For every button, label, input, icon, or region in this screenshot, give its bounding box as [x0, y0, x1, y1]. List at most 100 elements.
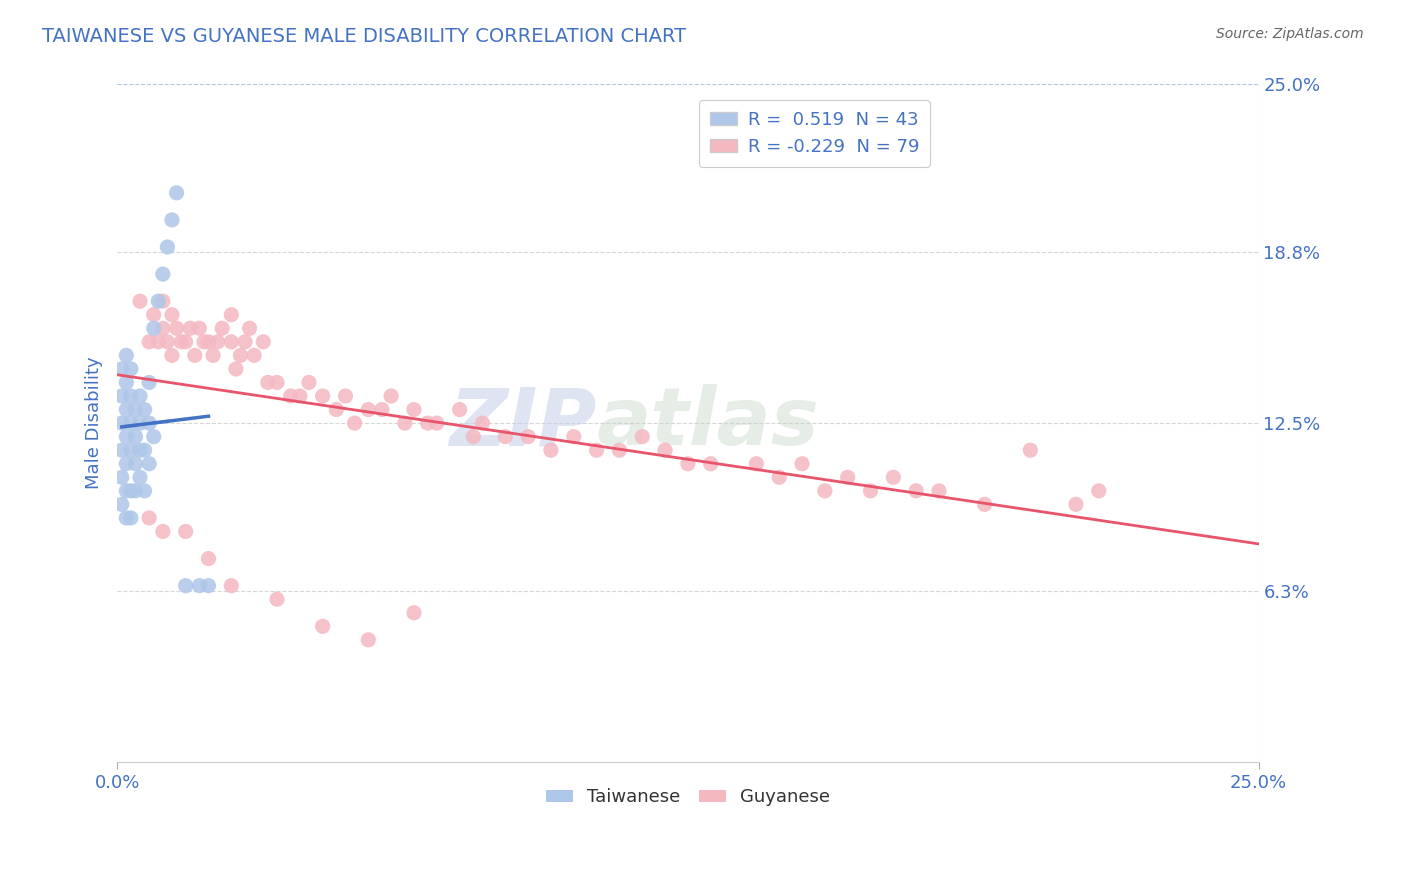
- Point: [134, 443, 156, 458]
- Point: [371, 402, 394, 417]
- Point: [225, 362, 247, 376]
- Point: [973, 497, 995, 511]
- Point: [124, 483, 146, 498]
- Point: [166, 321, 188, 335]
- Point: [905, 483, 928, 498]
- Point: [197, 551, 219, 566]
- Point: [266, 376, 288, 390]
- Point: [243, 348, 266, 362]
- Point: [202, 348, 225, 362]
- Point: [221, 334, 243, 349]
- Point: [160, 308, 183, 322]
- Point: [124, 430, 146, 444]
- Point: [335, 389, 357, 403]
- Point: [111, 389, 134, 403]
- Point: [115, 483, 138, 498]
- Point: [160, 213, 183, 227]
- Point: [115, 376, 138, 390]
- Text: TAIWANESE VS GUYANESE MALE DISABILITY CORRELATION CHART: TAIWANESE VS GUYANESE MALE DISABILITY CO…: [42, 27, 686, 45]
- Point: [239, 321, 262, 335]
- Point: [120, 483, 142, 498]
- Point: [174, 334, 197, 349]
- Point: [179, 321, 201, 335]
- Point: [654, 443, 676, 458]
- Point: [197, 579, 219, 593]
- Point: [343, 416, 366, 430]
- Point: [115, 457, 138, 471]
- Point: [156, 240, 179, 254]
- Point: [266, 592, 288, 607]
- Point: [540, 443, 562, 458]
- Point: [676, 457, 699, 471]
- Point: [609, 443, 631, 458]
- Point: [517, 430, 540, 444]
- Point: [745, 457, 768, 471]
- Point: [142, 308, 165, 322]
- Point: [111, 497, 134, 511]
- Point: [156, 334, 179, 349]
- Point: [562, 430, 585, 444]
- Text: Source: ZipAtlas.com: Source: ZipAtlas.com: [1216, 27, 1364, 41]
- Point: [129, 416, 152, 430]
- Point: [152, 321, 174, 335]
- Point: [115, 348, 138, 362]
- Point: [357, 632, 380, 647]
- Point: [859, 483, 882, 498]
- Point: [115, 402, 138, 417]
- Point: [288, 389, 311, 403]
- Point: [129, 294, 152, 309]
- Point: [211, 321, 233, 335]
- Point: [188, 579, 211, 593]
- Point: [160, 348, 183, 362]
- Point: [257, 376, 280, 390]
- Point: [148, 294, 170, 309]
- Point: [138, 376, 160, 390]
- Point: [170, 334, 193, 349]
- Point: [124, 457, 146, 471]
- Point: [152, 294, 174, 309]
- Y-axis label: Male Disability: Male Disability: [86, 357, 103, 490]
- Text: ZIP: ZIP: [449, 384, 596, 462]
- Point: [814, 483, 837, 498]
- Point: [120, 511, 142, 525]
- Point: [280, 389, 302, 403]
- Point: [115, 511, 138, 525]
- Point: [233, 334, 256, 349]
- Point: [311, 389, 333, 403]
- Point: [790, 457, 813, 471]
- Point: [357, 402, 380, 417]
- Point: [142, 430, 165, 444]
- Point: [134, 483, 156, 498]
- Point: [1088, 483, 1111, 498]
- Point: [193, 334, 215, 349]
- Point: [928, 483, 950, 498]
- Point: [148, 334, 170, 349]
- Point: [1019, 443, 1042, 458]
- Point: [111, 416, 134, 430]
- Point: [174, 524, 197, 539]
- Point: [138, 416, 160, 430]
- Point: [129, 470, 152, 484]
- Point: [120, 416, 142, 430]
- Point: [188, 321, 211, 335]
- Text: atlas: atlas: [596, 384, 820, 462]
- Point: [115, 430, 138, 444]
- Point: [837, 470, 859, 484]
- Point: [111, 443, 134, 458]
- Point: [252, 334, 274, 349]
- Point: [197, 334, 219, 349]
- Point: [134, 402, 156, 417]
- Point: [221, 579, 243, 593]
- Point: [768, 470, 790, 484]
- Point: [494, 430, 516, 444]
- Point: [142, 321, 165, 335]
- Point: [394, 416, 416, 430]
- Point: [124, 402, 146, 417]
- Point: [585, 443, 607, 458]
- Point: [120, 443, 142, 458]
- Point: [221, 308, 243, 322]
- Point: [207, 334, 229, 349]
- Point: [111, 362, 134, 376]
- Point: [120, 362, 142, 376]
- Point: [138, 511, 160, 525]
